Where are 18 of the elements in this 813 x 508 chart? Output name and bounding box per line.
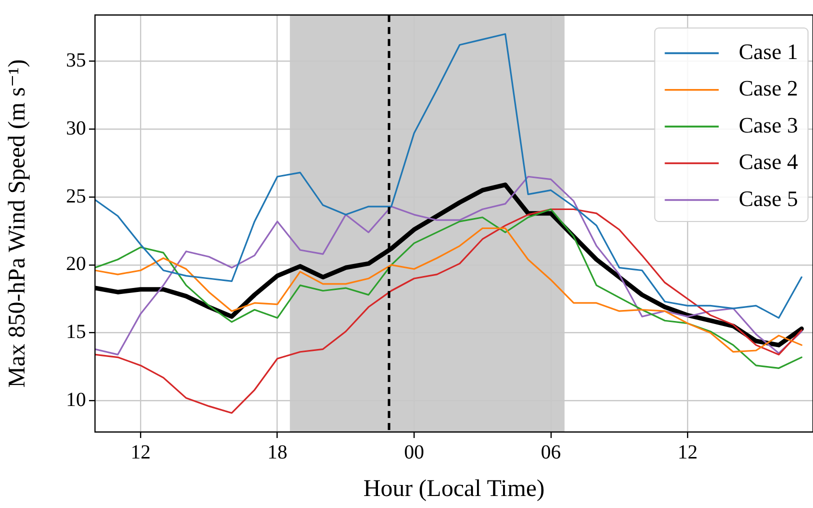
x-tick-label: 18 [267, 441, 288, 464]
x-axis-title: Hour (Local Time) [363, 476, 545, 502]
x-tick-label: 00 [404, 441, 424, 464]
legend-label: Case 1 [738, 38, 798, 64]
y-tick-label: 20 [66, 253, 86, 276]
legend-label: Case 2 [738, 76, 798, 101]
y-axis-title: Max 850-hPa Wind Speed (m s⁻¹) [4, 59, 31, 388]
y-tick-label: 35 [66, 49, 86, 72]
y-tick-label: 25 [66, 185, 86, 208]
legend-label: Case 3 [738, 112, 798, 138]
x-tick-label: 06 [540, 441, 561, 464]
y-tick-label: 10 [66, 389, 86, 412]
legend-label: Case 4 [738, 149, 798, 174]
y-tick-label: 15 [66, 321, 86, 344]
legend-label: Case 5 [738, 186, 798, 211]
x-tick-label: 12 [678, 441, 698, 464]
y-tick-label: 30 [66, 117, 86, 140]
x-tick-label: 12 [130, 441, 151, 464]
